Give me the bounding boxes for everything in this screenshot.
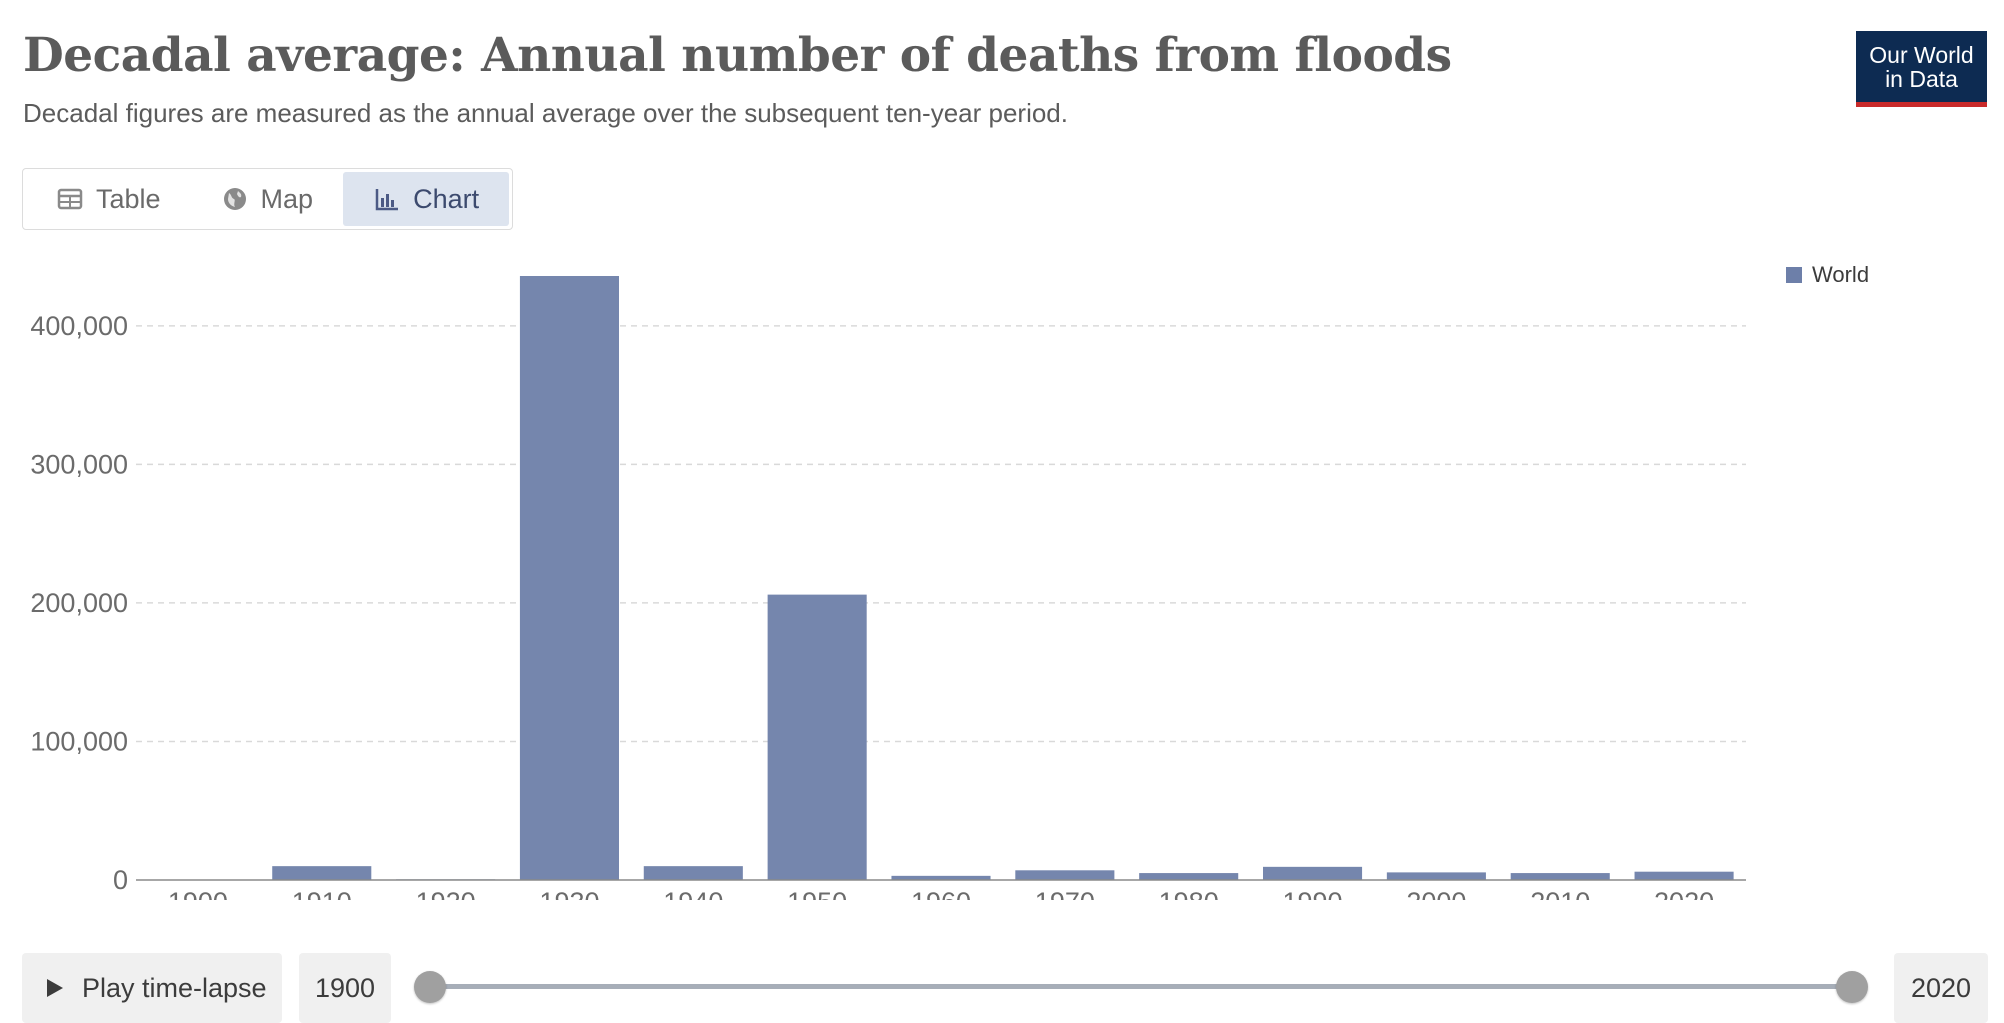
- legend-swatch: [1786, 267, 1802, 283]
- x-tick-label: 1920: [416, 887, 476, 900]
- bar: [1139, 873, 1239, 880]
- logo-line-1: Our World: [1869, 41, 1974, 68]
- owid-logo[interactable]: Our World in Data: [1856, 31, 1987, 107]
- bar: [643, 866, 743, 880]
- y-tick-label: 0: [113, 865, 128, 895]
- end-year-label: 2020: [1910, 972, 1972, 1003]
- x-tick-label: 1900: [168, 887, 228, 900]
- legend-label: World: [1812, 262, 1870, 287]
- bar: [272, 866, 372, 880]
- bar: [1510, 873, 1610, 880]
- x-tick-label: 1970: [1035, 887, 1095, 900]
- logo-line-2: in Data: [1885, 65, 1958, 92]
- play-icon: [47, 979, 63, 997]
- end-year-box[interactable]: 2020: [1894, 953, 1988, 1023]
- y-tick-label: 400,000: [30, 311, 128, 341]
- chart-title: Decadal average: Annual number of deaths…: [23, 28, 1452, 83]
- timeline-slider-track[interactable]: [430, 984, 1852, 989]
- view-tabs: Table Map Chart: [22, 168, 513, 230]
- bar: [767, 594, 867, 880]
- timeline-end-handle[interactable]: [1836, 971, 1868, 1003]
- chart-subtitle: Decadal figures are measured as the annu…: [23, 98, 1068, 128]
- x-tick-label: 1910: [292, 887, 352, 900]
- timeline-start-handle[interactable]: [414, 971, 446, 1003]
- tab-chart[interactable]: Chart: [343, 172, 510, 226]
- x-tick-label: 2010: [1530, 887, 1590, 900]
- play-timelapse-label: Play time-lapse: [82, 972, 267, 1003]
- bar: [1386, 872, 1486, 880]
- x-tick-label: 1990: [1282, 887, 1342, 900]
- x-tick-label: 1980: [1159, 887, 1219, 900]
- bar-chart-icon: [375, 189, 399, 211]
- y-tick-label: 100,000: [30, 726, 128, 756]
- x-tick-label: 1960: [911, 887, 971, 900]
- x-tick-label: 2000: [1406, 887, 1466, 900]
- bar-chart: 0 100,000 200,000 300,000 400,000 1900 1910 192…: [30, 276, 1746, 900]
- y-tick-label: 300,000: [30, 449, 128, 479]
- tab-map-label: Map: [260, 183, 314, 214]
- table-icon: [57, 188, 83, 210]
- bar: [519, 276, 619, 880]
- start-year-box[interactable]: 1900: [299, 953, 391, 1023]
- bar: [1015, 870, 1115, 880]
- tab-map[interactable]: Map: [191, 172, 344, 226]
- chart-legend[interactable]: World: [1786, 262, 1869, 288]
- x-tick-label: 1950: [787, 887, 847, 900]
- tab-table-label: Table: [96, 183, 161, 214]
- tab-chart-label: Chart: [413, 183, 480, 214]
- x-tick-label: 1930: [539, 887, 599, 900]
- x-tick-label: 2020: [1654, 887, 1714, 900]
- bar: [891, 875, 991, 880]
- bar: [1634, 871, 1734, 880]
- tab-table[interactable]: Table: [26, 172, 191, 226]
- y-tick-label: 200,000: [30, 588, 128, 618]
- globe-icon: [223, 188, 246, 210]
- x-tick-label: 1940: [663, 887, 723, 900]
- play-timelapse-button[interactable]: Play time-lapse: [22, 953, 282, 1023]
- start-year-label: 1900: [314, 972, 376, 1003]
- bar: [1263, 866, 1363, 880]
